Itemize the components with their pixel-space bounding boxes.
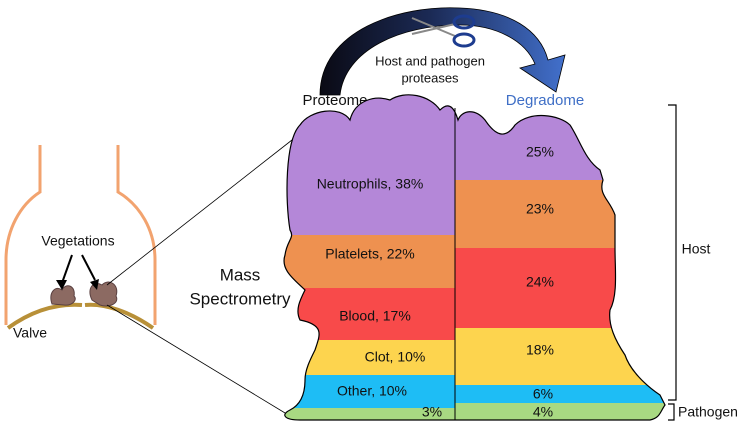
degradome-label: 4% xyxy=(533,404,553,420)
proteome-label: Blood, 17% xyxy=(339,308,411,324)
proteome-band xyxy=(284,94,455,235)
proteome-label: 3% xyxy=(422,404,442,420)
process-arrow xyxy=(319,7,566,96)
proteome-title: Proteome xyxy=(302,92,367,109)
degradome-band xyxy=(455,248,665,328)
degradome-band xyxy=(455,180,665,248)
proteome-label: Neutrophils, 38% xyxy=(317,176,424,192)
degradome-title: Degradome xyxy=(506,92,584,109)
method-label: Mass xyxy=(220,265,261,284)
degradome-band xyxy=(455,403,665,420)
degradome-label: 6% xyxy=(533,386,553,402)
band-labels: Neutrophils, 38% Platelets, 22% Blood, 17%… xyxy=(317,144,554,420)
valve-illustration xyxy=(4,139,293,417)
valve-label: Valve xyxy=(13,325,47,341)
degradome-band xyxy=(455,328,665,385)
host-label: Host xyxy=(682,241,711,257)
degradome-label: 24% xyxy=(526,274,554,290)
degradome-label: 25% xyxy=(526,144,554,160)
degradome-label: 18% xyxy=(526,342,554,358)
method-label: Spectrometry xyxy=(189,289,291,308)
proteome-band xyxy=(284,340,455,375)
proteome-band xyxy=(284,375,455,408)
degradome-band xyxy=(455,385,665,403)
scissors-icon xyxy=(411,14,476,48)
proteome-band xyxy=(284,235,455,288)
proteases-label: proteases xyxy=(401,70,459,85)
proteome-band xyxy=(284,408,455,420)
proteome-label: Clot, 10% xyxy=(365,349,426,365)
degradome-label: 23% xyxy=(526,201,554,217)
pathogen-label: Pathogen xyxy=(678,404,738,420)
proteases-label: Host and pathogen xyxy=(375,53,485,68)
proteome-label: Other, 10% xyxy=(337,383,407,399)
pathogen-bracket xyxy=(668,403,675,421)
host-bracket xyxy=(668,104,677,401)
vegetations-label: Vegetations xyxy=(41,233,114,249)
proteome-label: Platelets, 22% xyxy=(325,246,415,262)
